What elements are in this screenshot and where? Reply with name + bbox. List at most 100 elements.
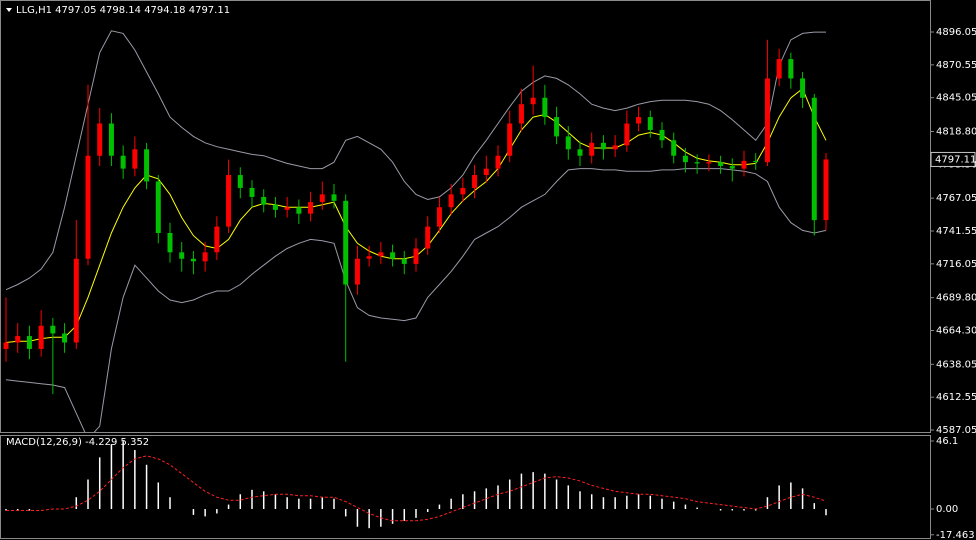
candle-body (3, 342, 9, 349)
candle-body (460, 187, 466, 195)
candle-body (144, 149, 150, 182)
y-tick-label: 4767.05 (936, 193, 976, 204)
candle-body (284, 207, 290, 210)
candle-body (741, 160, 747, 169)
y-tick-label: 4845.05 (936, 93, 976, 104)
candle-body (120, 155, 126, 169)
candle-body (729, 166, 735, 169)
candle-body (518, 104, 524, 124)
candle-body (308, 202, 314, 214)
candle-body (378, 252, 384, 257)
current-price-label: 4797.11 (935, 154, 976, 165)
candle-body (647, 117, 653, 130)
candle-body (823, 159, 829, 221)
macd-pane (0, 435, 931, 539)
candle-body (202, 252, 208, 262)
y-tick-label: 4664.30 (936, 326, 976, 337)
price-axis: 4896.054870.554845.054818.804793.304767.… (930, 27, 976, 540)
candle-body (472, 175, 478, 188)
candle-body (448, 194, 454, 208)
candle-body (800, 78, 806, 98)
candle-body (554, 117, 560, 137)
candle-body (612, 145, 618, 150)
candle-body (85, 155, 91, 259)
candle-body (390, 252, 396, 259)
candle-body (694, 162, 700, 164)
candle-body (319, 194, 325, 203)
candle-body (343, 200, 349, 285)
y-tick-label: 4689.80 (936, 293, 976, 304)
candle-body (413, 248, 419, 264)
y-tick-label: 0.00 (936, 504, 958, 515)
candle-body (659, 129, 665, 141)
current-price-box (930, 151, 976, 167)
candle-body (565, 136, 571, 150)
candle-body (483, 168, 489, 176)
candle-body (425, 226, 431, 249)
symbol-menu-arrow[interactable] (6, 8, 12, 12)
y-tick-label: -17.463 (936, 530, 975, 540)
candle-body (542, 97, 548, 118)
candle-body (179, 252, 185, 259)
candle-body (366, 256, 372, 259)
candle-body (38, 325, 44, 349)
y-tick-label: 4638.05 (936, 359, 976, 370)
y-tick-label: 4587.05 (936, 425, 976, 436)
candle-body (190, 258, 196, 262)
candle-body (237, 175, 243, 188)
candle-body (15, 336, 21, 343)
candle-body (530, 97, 536, 105)
candle-body (249, 187, 255, 197)
candle-body (272, 204, 278, 210)
candle-body (226, 175, 232, 227)
candle-body (62, 333, 68, 343)
candle-body (132, 149, 138, 169)
candle-body (636, 117, 642, 124)
candle-body (401, 258, 407, 264)
indicator-line (5, 168, 827, 432)
candle-body (682, 155, 688, 163)
candle-body (296, 207, 302, 214)
candle-body (214, 226, 220, 253)
y-tick-label: 4896.05 (936, 27, 976, 38)
y-tick-label: 4818.80 (936, 127, 976, 138)
y-tick-label: 4716.05 (936, 259, 976, 270)
candle-body (97, 123, 103, 156)
candle-body (436, 207, 442, 227)
y-tick-label: 4612.55 (936, 392, 976, 403)
candle-body (50, 325, 56, 334)
y-tick-label: 46.1 (936, 436, 958, 447)
candle-body (261, 196, 267, 205)
candle-body (108, 123, 114, 156)
candle-body (73, 258, 79, 343)
candle-body (788, 59, 794, 79)
price-plot (3, 30, 829, 432)
candle-body (718, 162, 724, 167)
y-tick-label: 4741.55 (936, 226, 976, 237)
candle-body (624, 123, 630, 146)
macd-header: MACD(12,26,9) -4.229 5.352 (6, 437, 149, 448)
candle-body (671, 140, 677, 156)
candle-body (507, 123, 513, 156)
candle-body (600, 142, 606, 150)
candle-body (331, 194, 337, 201)
candle-body (155, 181, 161, 234)
candle-body (811, 97, 817, 221)
candle-body (776, 59, 782, 79)
candle-body (26, 336, 32, 349)
candle-body (589, 142, 595, 156)
candle-body (764, 78, 770, 163)
macd-plot (5, 441, 827, 529)
candle-body (753, 160, 759, 163)
candle-body (167, 233, 173, 253)
candle-body (354, 258, 360, 285)
symbol-header: LLG,H1 4797.05 4798.14 4794.18 4797.11 (16, 5, 230, 16)
candle-body (577, 149, 583, 156)
main-pane (0, 0, 931, 433)
candle-body (706, 162, 712, 164)
candle-body (495, 155, 501, 169)
y-tick-label: 4870.55 (936, 60, 976, 71)
